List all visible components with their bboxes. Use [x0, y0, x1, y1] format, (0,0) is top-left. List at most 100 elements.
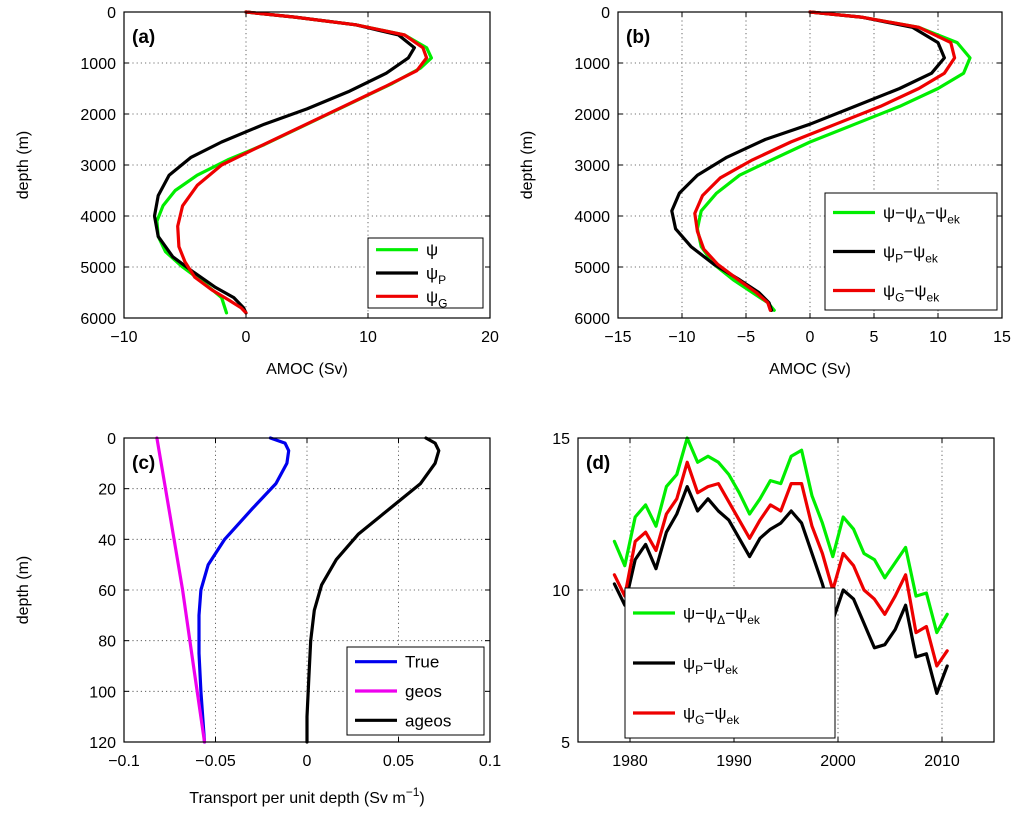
x-axis-label-text: Transport per unit depth (Sv m: [189, 790, 405, 807]
x-tick-label: 0: [303, 753, 312, 770]
y-tick-label: 0: [107, 431, 116, 448]
legend-label-main: ψ: [426, 287, 438, 306]
series-line-b-0: [695, 10, 972, 312]
grid-lines: [618, 12, 1002, 318]
series-line-b-2: [693, 10, 957, 312]
legend-label: ψP: [426, 264, 446, 287]
y-tick-label: 0: [601, 5, 610, 22]
y-tick-label: 2000: [574, 107, 610, 124]
legend-label-suffix: −ψ: [904, 282, 926, 301]
x-tick-label: 1990: [716, 753, 752, 770]
legend-label-main: ψ: [883, 282, 895, 301]
x-axis-label-text: AMOC (Sv): [769, 361, 851, 378]
series-line-a-2: [176, 10, 429, 315]
legend-label-sub2: ek: [727, 713, 741, 727]
y-tick-label: 20: [98, 482, 116, 499]
x-tick-label: −10: [668, 329, 695, 346]
panel-d: 1980 1990 2000 201051015(d)ψ−ψΔ−ψekψP−ψekψG…: [552, 431, 995, 770]
legend-label-main: ψ: [426, 264, 438, 283]
legend: True geos ageos: [346, 646, 485, 736]
y-tick-label: 5000: [80, 260, 116, 277]
legend-label: ψP−ψek: [883, 243, 939, 266]
legend-label-main: ψ: [683, 704, 695, 723]
legend-label-sub: G: [895, 291, 904, 305]
y-axis-label: depth (m): [15, 131, 32, 199]
legend-label-sub: P: [895, 252, 903, 266]
x-tick-label: 0.05: [383, 753, 414, 770]
y-tick-label: 100: [89, 684, 116, 701]
y-tick-label: 0: [107, 5, 116, 22]
legend-label-sub: P: [438, 273, 446, 287]
x-tick-label: 5: [870, 329, 879, 346]
x-tick-label: 10: [929, 329, 947, 346]
x-tick-label: 15: [993, 329, 1011, 346]
x-tick-label: 0.1: [479, 753, 501, 770]
legend-label-sub2: ek: [725, 663, 739, 677]
x-axis-label: AMOC (Sv): [769, 361, 851, 378]
legend-label: ψG−ψek: [883, 282, 940, 305]
series-line-c-2: [305, 436, 441, 744]
legend-label: geos: [405, 682, 442, 701]
y-tick-label: 1000: [80, 56, 116, 73]
y-tick-label: 4000: [80, 209, 116, 226]
y-tick-label: 6000: [80, 311, 116, 328]
legend-label-sub2: ek: [925, 252, 939, 266]
series-line-d-1: [612, 485, 949, 696]
panel-label: (a): [132, 27, 155, 48]
legend-label: ageos: [405, 711, 451, 730]
legend-label-sub2: ek: [947, 213, 961, 227]
panel-label: (b): [626, 27, 650, 48]
x-tick-label: 2000: [820, 753, 856, 770]
legend-label: ψG: [426, 287, 447, 310]
x-tick-label: −10: [110, 329, 137, 346]
panel-b: −15 −10 −5 0 5 10 15 0 1000 2000 3000 4000 5000 6000 A…: [519, 5, 1011, 378]
x-tick-label: 10: [359, 329, 377, 346]
legend-label: ψG−ψek: [683, 704, 740, 727]
legend-label-main: ψ: [426, 241, 438, 260]
panel-label: (d): [586, 453, 610, 474]
legend-label-sub2: ek: [927, 291, 941, 305]
legend-label-sub2: ek: [747, 613, 761, 627]
legend-label: ψP−ψek: [683, 654, 739, 677]
series-line-c-0: [197, 436, 291, 744]
series-line-d-0: [612, 436, 949, 635]
series-line-c-1: [155, 436, 207, 744]
y-tick-label: 5: [561, 735, 570, 752]
x-tick-label: 0: [242, 329, 251, 346]
series-line-d-2: [612, 460, 949, 668]
legend-label-suffix: −ψ: [925, 204, 947, 223]
y-tick-label: 10: [552, 583, 570, 600]
x-axis-label: AMOC (Sv): [266, 361, 348, 378]
legend-label-sub: G: [695, 713, 704, 727]
legend-label: ψ−ψΔ−ψek: [683, 604, 761, 627]
panel-label: (c): [132, 453, 155, 474]
y-tick-label: 3000: [80, 158, 116, 175]
x-tick-label: 1980: [612, 753, 648, 770]
y-axis-label: depth (m): [15, 556, 32, 624]
y-tick-label: 4000: [574, 209, 610, 226]
legend-label-main: ψ−ψ: [883, 204, 917, 223]
legend-label-suffix: −ψ: [703, 654, 725, 673]
legend-label-main: ageos: [405, 711, 451, 730]
grid-lines: [124, 12, 490, 318]
x-tick-label: −15: [604, 329, 631, 346]
legend-label-main: ψ: [883, 243, 895, 262]
x-tick-label: −0.05: [195, 753, 236, 770]
legend-label-main: ψ−ψ: [683, 604, 717, 623]
y-axis-label: depth (m): [519, 131, 536, 199]
y-tick-label: 80: [98, 634, 116, 651]
y-tick-label: 120: [89, 735, 116, 752]
grid-lines: [124, 438, 490, 742]
y-tick-label: 60: [98, 583, 116, 600]
x-axis-label-text: AMOC (Sv): [266, 361, 348, 378]
legend-label: ψ−ψΔ−ψek: [883, 204, 961, 227]
legend-label-sub: P: [695, 663, 703, 677]
legend-label-sub: G: [438, 296, 447, 310]
panel-a: −10 0 10 20 0 1000 2000 3000 4000 5000 6000 AMOC (S…: [15, 5, 499, 378]
x-axis-label: Transport per unit depth (Sv m−1): [189, 785, 424, 807]
y-tick-label: 5000: [574, 260, 610, 277]
y-tick-label: 40: [98, 532, 116, 549]
